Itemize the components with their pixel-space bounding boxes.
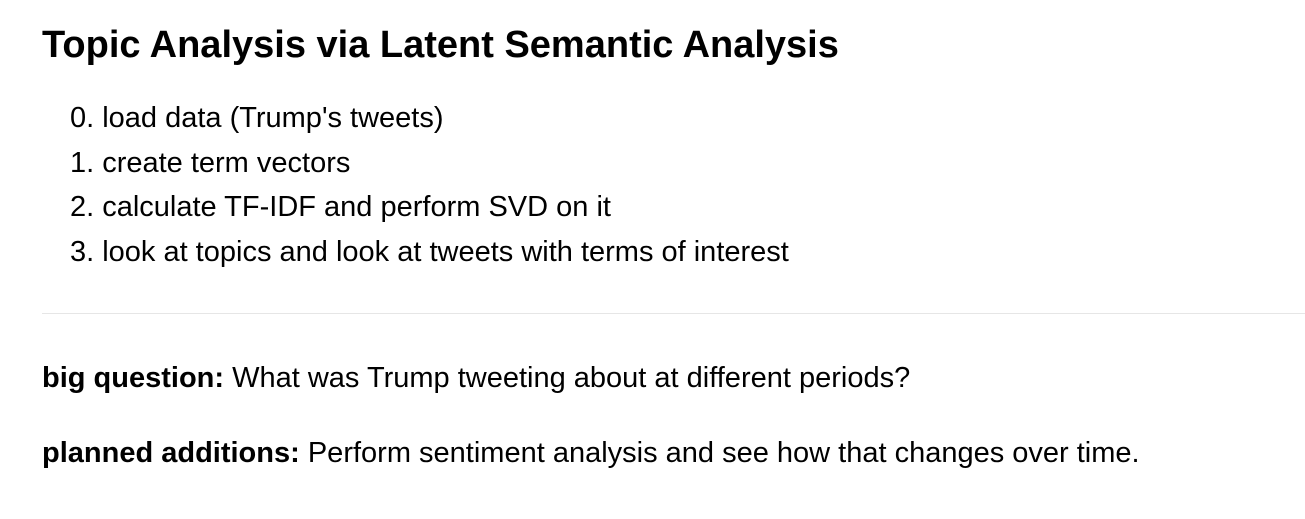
step-text: calculate TF-IDF and perform SVD on it — [102, 191, 611, 223]
step-number: 1. — [70, 146, 95, 179]
page-title: Topic Analysis via Latent Semantic Analy… — [42, 24, 839, 66]
step-text: load data (Trump's tweets) — [102, 102, 444, 134]
steps-list: 0. load data (Trump's tweets) 1. create te… — [70, 96, 789, 274]
planned-additions-label: planned additions: — [42, 437, 300, 469]
list-item: 3. look at topics and look at tweets with… — [70, 230, 789, 275]
step-number: 2. — [70, 191, 95, 223]
step-text: create term vectors — [102, 146, 351, 179]
big-question: big question: What was Trump tweeting ab… — [42, 360, 910, 396]
big-question-text: What was Trump tweeting about at differe… — [232, 362, 911, 394]
list-item: 2. calculate TF-IDF and perform SVD on it — [70, 185, 789, 230]
planned-additions-text: Perform sentiment analysis and see how t… — [307, 437, 1140, 469]
step-number: 3. — [70, 235, 95, 268]
big-question-label: big question: — [42, 362, 225, 394]
list-item: 0. load data (Trump's tweets) — [70, 96, 789, 141]
divider — [42, 313, 1305, 314]
step-number: 0. — [70, 102, 95, 134]
step-text: look at topics and look at tweets with t… — [102, 235, 789, 268]
list-item: 1. create term vectors — [70, 141, 789, 186]
planned-additions: planned additions: Perform sentiment ana… — [42, 435, 1140, 471]
